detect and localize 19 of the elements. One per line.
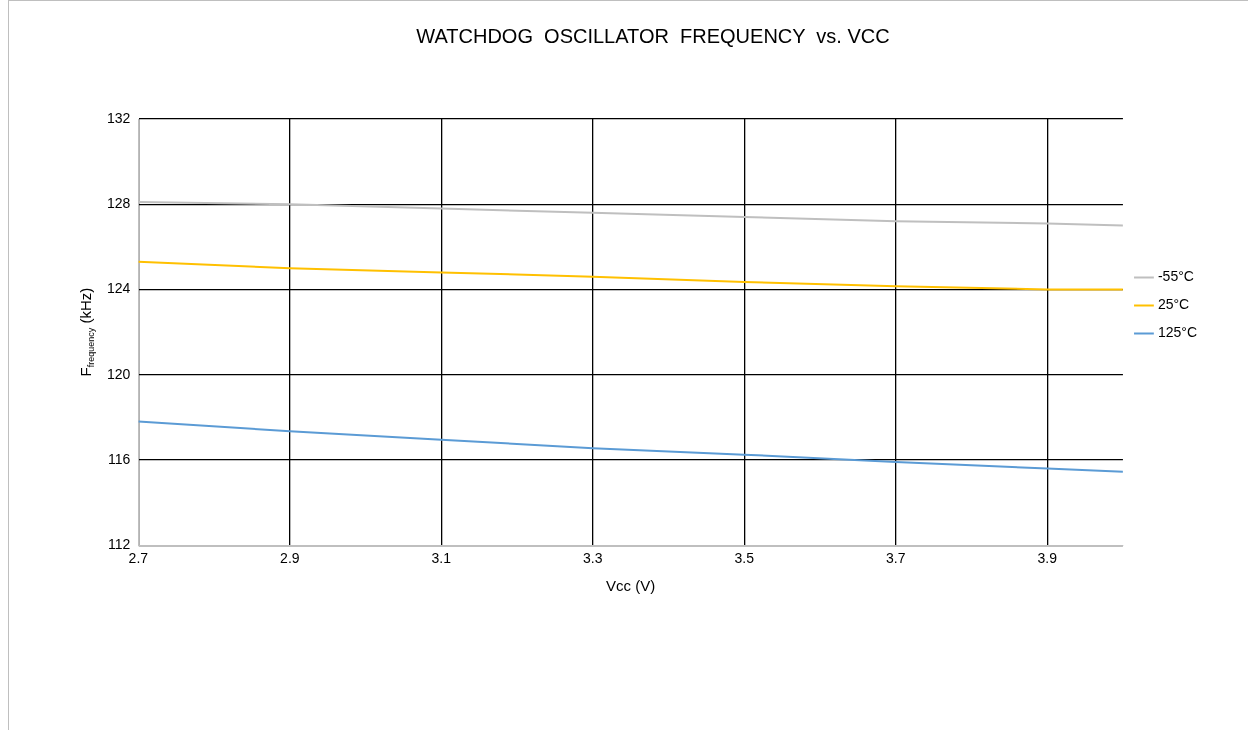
x-axis-title: Vcc (V) xyxy=(606,577,656,595)
x-tick-label: 3.3 xyxy=(583,550,603,567)
y-tick-label: 132 xyxy=(107,109,131,126)
x-tick-label: 2.9 xyxy=(280,550,300,567)
y-tick-label: 124 xyxy=(107,280,131,297)
x-tick-label: 3.5 xyxy=(734,550,755,567)
y-tick-label: 116 xyxy=(108,450,131,467)
y-axis-title: Ffrequency (kHz) xyxy=(77,287,97,377)
y-tick-label: 128 xyxy=(107,195,131,212)
x-tick-label: 2.7 xyxy=(128,550,149,567)
x-tick-label: 3.9 xyxy=(1037,550,1058,567)
x-tick-label: 3.7 xyxy=(885,550,906,567)
y-tick-label: 112 xyxy=(108,536,131,553)
chart-title: WATCHDOG OSCILLATOR FREQUENCY vs. VCC xyxy=(416,24,890,47)
legend-label: -55°C xyxy=(1157,268,1194,285)
legend-label: 125°C xyxy=(1157,324,1198,341)
legend-label: 25°C xyxy=(1157,296,1190,313)
y-tick-label: 120 xyxy=(107,365,131,382)
x-tick-label: 3.1 xyxy=(431,550,452,567)
